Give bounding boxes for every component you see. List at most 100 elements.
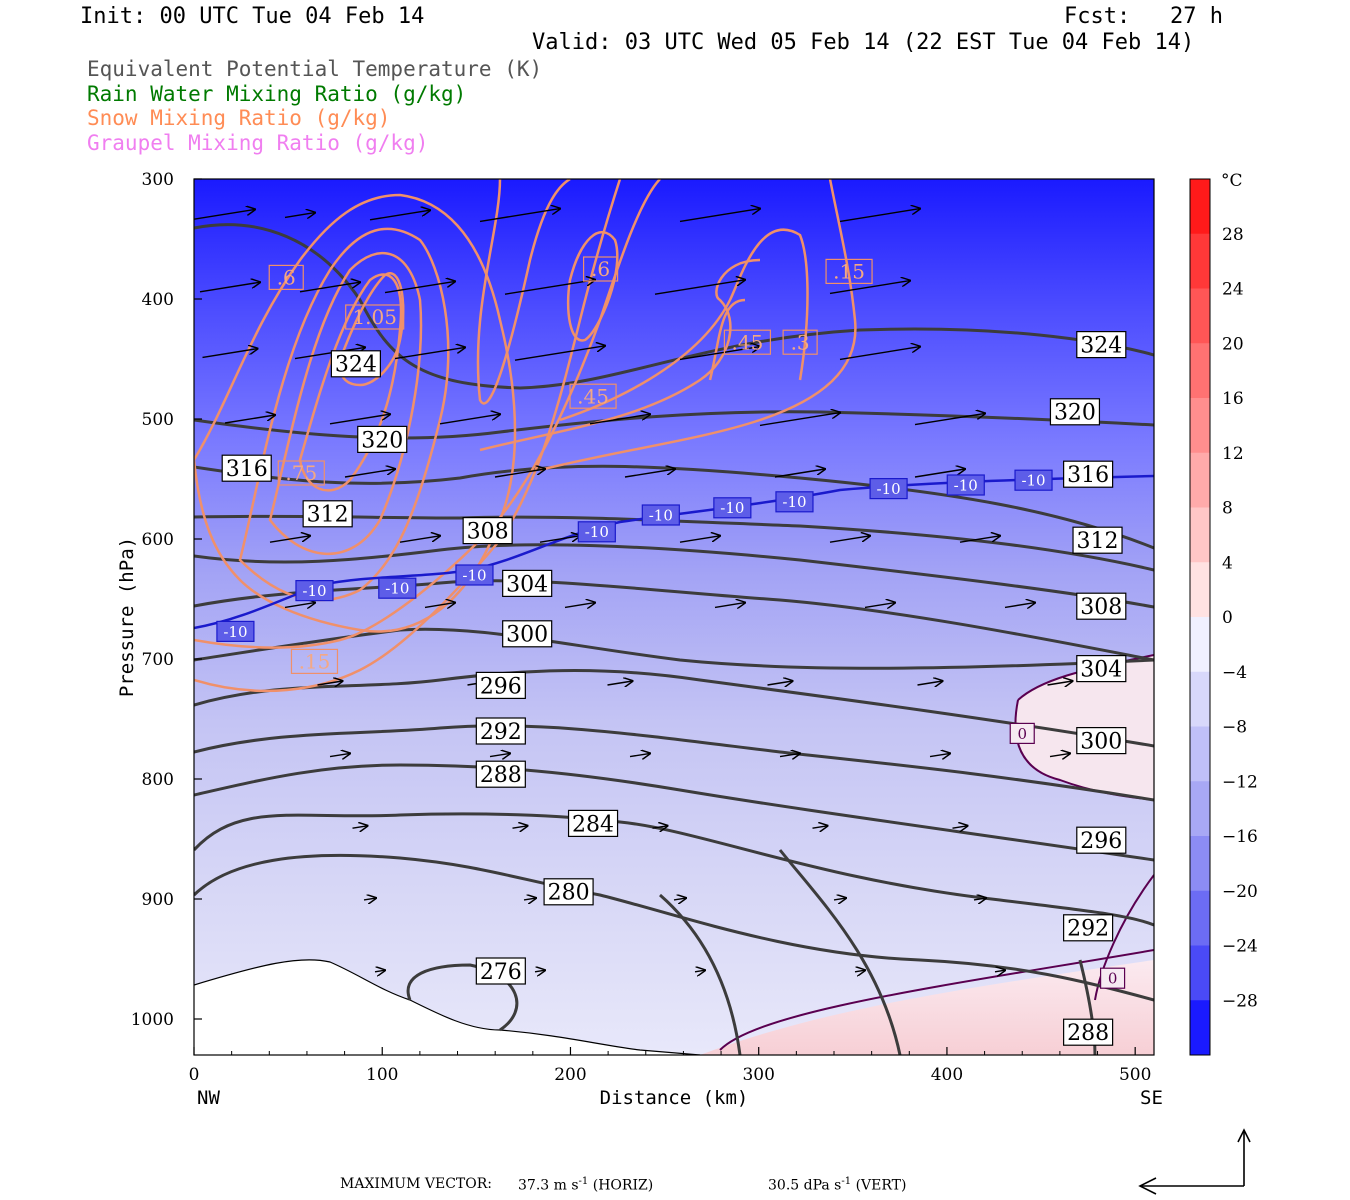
theta-e-label: 308	[462, 516, 513, 545]
wind-vector	[767, 681, 793, 685]
theta-e-label-text: 292	[480, 720, 522, 745]
wind-vector	[589, 414, 650, 425]
theta-e-label: 300	[502, 620, 553, 648]
colorbar-frame	[1189, 178, 1211, 1056]
snow-label-box	[345, 304, 405, 330]
isotherm-label: -10	[455, 564, 494, 586]
zero-isotherm-lower	[719, 949, 1154, 1051]
isotherm-label: -10	[946, 474, 985, 496]
colorbar-tick-label: 12	[1222, 444, 1244, 464]
theta-e-label-text: 296	[480, 674, 522, 699]
theta-e-label-text: 308	[467, 520, 509, 545]
wind-vector	[812, 826, 828, 828]
theta-e-label: 296	[1076, 826, 1127, 854]
wind-vector	[329, 414, 390, 425]
theta-e-label-text: 312	[1077, 529, 1119, 554]
theta-e-label-text: 280	[548, 881, 590, 906]
wind-vector	[679, 536, 720, 543]
colorbar-tick-label: 28	[1222, 225, 1244, 245]
wind-vector	[829, 281, 910, 295]
isotherm-label: -10	[641, 504, 680, 526]
isotherm-label: -10	[775, 491, 814, 513]
wind-vector	[424, 603, 455, 608]
wind-vector	[344, 469, 395, 478]
wind-vector	[679, 347, 760, 361]
isotherm-label-box	[946, 474, 985, 496]
colorbar-segment	[1190, 507, 1210, 563]
isotherm-label-box	[641, 504, 680, 526]
x-tick-label: 500	[1119, 1065, 1151, 1085]
colorbar-segment	[1190, 288, 1210, 344]
snow-label: .6	[582, 256, 619, 282]
plot-frame	[193, 178, 1155, 1056]
snow-label: .15	[825, 258, 873, 284]
theta-e-label-text: 320	[361, 428, 403, 453]
wind-vector	[952, 826, 968, 828]
temperature-shading	[194, 179, 1154, 1055]
snow-label-text: .45	[732, 330, 764, 354]
isotherm-label-text: -10	[720, 499, 744, 517]
theta-e-label-text: 320	[1054, 401, 1096, 426]
isotherm-label-text: -10	[462, 566, 486, 584]
theta-e-label: 296	[475, 671, 526, 699]
isotherm-label-text: -10	[1021, 472, 1045, 490]
colorbar-tick-label: −24	[1222, 937, 1258, 957]
theta-e-label: 324	[1076, 331, 1127, 359]
snow-label-box	[277, 460, 325, 486]
colorbar-segment	[1190, 945, 1210, 1001]
isotherm-label-box	[713, 497, 752, 519]
zero-isotherm-label-box	[1099, 967, 1126, 989]
isotherm-label: -10	[869, 478, 908, 500]
colorbar-segment	[1190, 890, 1210, 946]
isotherm-label-text: -10	[385, 580, 409, 598]
theta-e-label: 304	[502, 569, 553, 598]
wind-vector	[294, 347, 365, 360]
wind-vector	[374, 970, 385, 972]
theta-e-label: 292	[1063, 914, 1114, 942]
snow-label-text: .3	[791, 330, 810, 354]
theta-e-label-text: 324	[335, 353, 377, 378]
wind-vector	[607, 681, 633, 685]
snow-label: .45	[569, 383, 617, 409]
wind-vector	[973, 898, 986, 900]
snow-label-text: .6	[277, 266, 296, 290]
wind-vector	[514, 346, 605, 361]
theta-e-label-text: 300	[1080, 730, 1122, 755]
wind-vector	[864, 603, 895, 608]
zero-isotherm-label-box	[1009, 722, 1035, 745]
theta-e-label: 280	[543, 878, 594, 906]
theta-e-label: 284	[567, 809, 619, 837]
theta-e-label-box	[357, 425, 408, 453]
isotherm-label: -10	[577, 521, 616, 543]
y-tick-label: 1000	[131, 1010, 174, 1030]
wind-vector	[399, 536, 440, 543]
wind-vector	[759, 413, 840, 427]
snow-label-text: .15	[299, 650, 331, 674]
wind-vector	[929, 753, 950, 756]
colorbar: 28 24 20 16 12 8 4 0 −4 −8 −12 −16 −20 −24 −28	[1189, 178, 1258, 1056]
colorbar-segment	[1190, 452, 1210, 508]
y-axis: 300 400 500 600 700 800 900 1000	[131, 170, 202, 1030]
theta-e-label: 312	[1072, 526, 1123, 554]
theta-e-label-box	[1076, 592, 1127, 620]
valid-time: Valid: 03 UTC Wed 05 Feb 14 (22 EST Tue …	[532, 30, 1195, 55]
isotherm-label-text: -10	[302, 582, 326, 600]
init-time: Init: 00 UTC Tue 04 Feb 14	[80, 4, 425, 29]
theta-e-label: 292	[475, 717, 526, 745]
theta-e-label-box	[502, 569, 553, 598]
theta-e-label-box	[1049, 398, 1101, 426]
snow-label-box	[782, 329, 818, 355]
wind-vector	[1049, 753, 1070, 756]
theta-e-label: 288	[1063, 1018, 1114, 1046]
snow-label: .45	[723, 329, 772, 355]
wind-vector	[839, 209, 920, 223]
isotherm-label-box	[455, 564, 494, 586]
colorbar-segment	[1190, 1000, 1210, 1056]
wind-vector	[534, 970, 545, 972]
wind-vector	[914, 469, 965, 478]
isotherm-label-text: -10	[954, 476, 978, 494]
y-axis-label: Pressure (hPa)	[116, 537, 138, 697]
max-vector-horiz: 37.3 m s-1 (HORIZ)	[518, 1176, 654, 1194]
wind-vector	[224, 415, 275, 424]
colorbar-segment	[1190, 836, 1210, 892]
